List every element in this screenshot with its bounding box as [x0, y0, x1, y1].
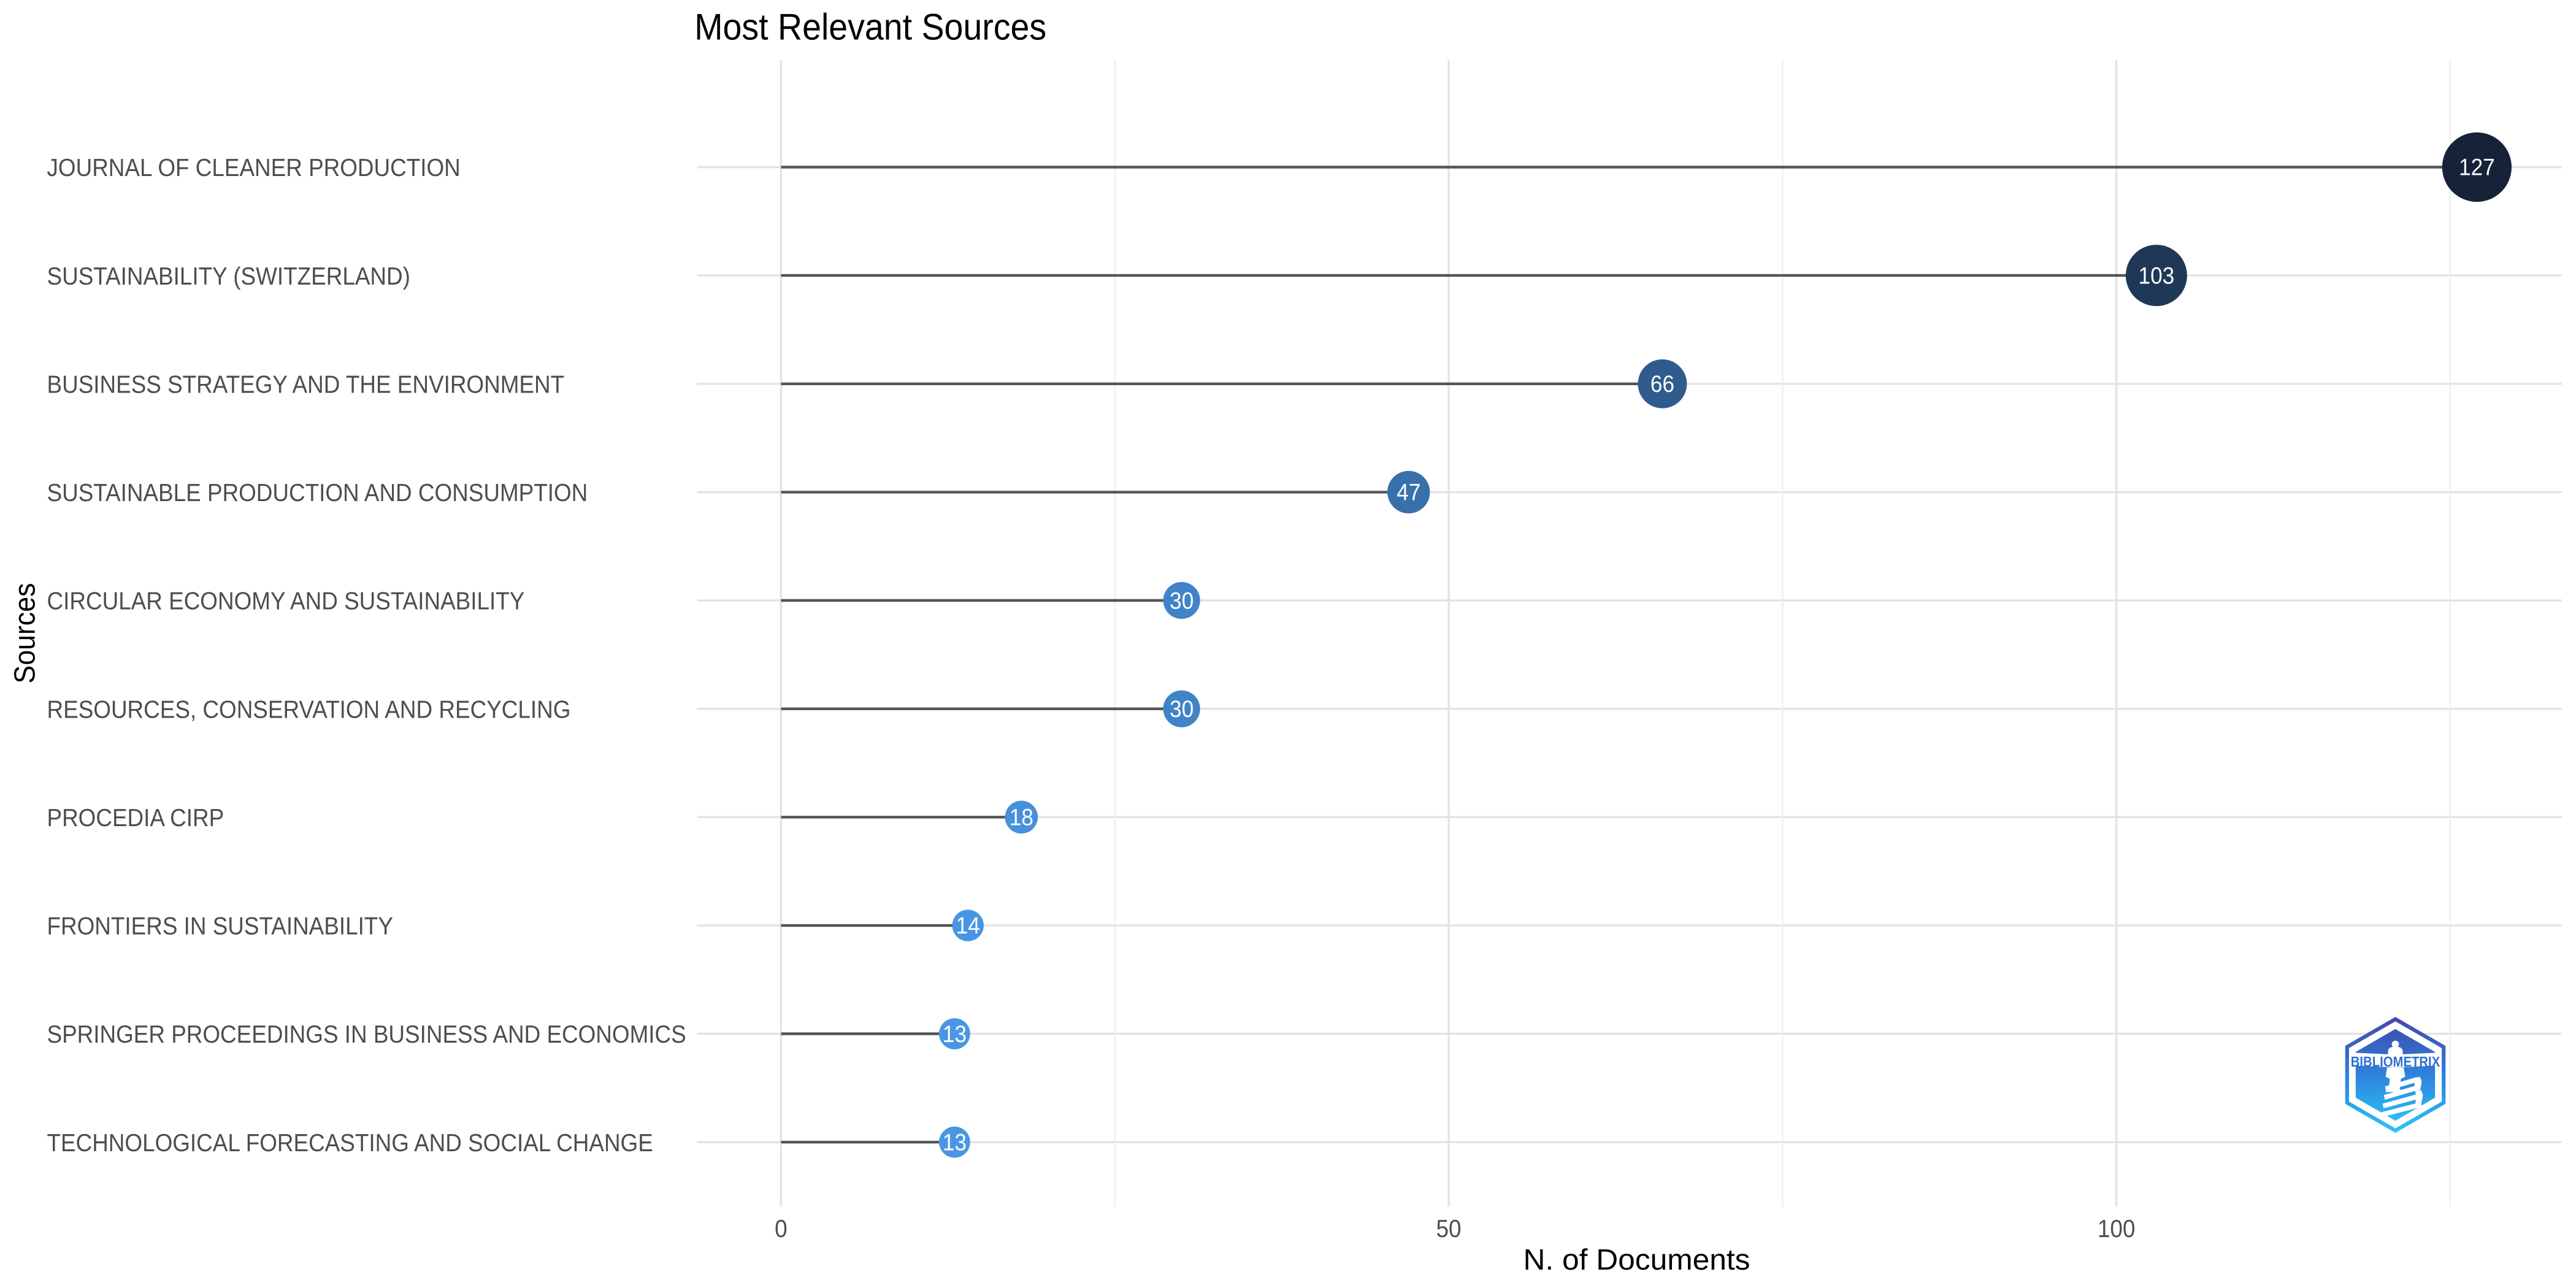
- svg-text:BIBLIOMETRIX: BIBLIOMETRIX: [2351, 1054, 2440, 1070]
- svg-text:127: 127: [2459, 155, 2495, 181]
- svg-text:TECHNOLOGICAL FORECASTING AND: TECHNOLOGICAL FORECASTING AND SOCIAL CHA…: [47, 1129, 653, 1157]
- svg-text:103: 103: [2139, 263, 2175, 289]
- svg-text:47: 47: [1397, 480, 1420, 506]
- svg-text:50: 50: [1436, 1214, 1462, 1243]
- svg-text:SUSTAINABILITY (SWITZERLAND): SUSTAINABILITY (SWITZERLAND): [47, 262, 410, 290]
- svg-text:JOURNAL OF CLEANER PRODUCTION: JOURNAL OF CLEANER PRODUCTION: [47, 153, 461, 182]
- svg-text:13: 13: [943, 1129, 967, 1156]
- svg-text:13: 13: [943, 1021, 967, 1048]
- svg-text:14: 14: [956, 913, 980, 939]
- svg-text:66: 66: [1650, 371, 1674, 397]
- svg-text:0: 0: [775, 1214, 788, 1243]
- svg-text:18: 18: [1010, 805, 1033, 831]
- svg-text:SUSTAINABLE PRODUCTION AND CON: SUSTAINABLE PRODUCTION AND CONSUMPTION: [47, 478, 588, 507]
- svg-text:BUSINESS STRATEGY AND THE ENVI: BUSINESS STRATEGY AND THE ENVIRONMENT: [47, 370, 565, 398]
- svg-text:FRONTIERS IN SUSTAINABILITY: FRONTIERS IN SUSTAINABILITY: [47, 912, 393, 940]
- svg-text:CIRCULAR ECONOMY AND SUSTAINAB: CIRCULAR ECONOMY AND SUSTAINABILITY: [47, 587, 525, 615]
- svg-text:SPRINGER PROCEEDINGS IN BUSINE: SPRINGER PROCEEDINGS IN BUSINESS AND ECO…: [47, 1020, 686, 1048]
- svg-text:30: 30: [1170, 696, 1194, 723]
- svg-text:Sources: Sources: [9, 583, 42, 684]
- svg-text:100: 100: [2098, 1214, 2136, 1243]
- svg-text:RESOURCES, CONSERVATION AND RE: RESOURCES, CONSERVATION AND RECYCLING: [47, 695, 571, 723]
- svg-text:30: 30: [1170, 588, 1194, 614]
- svg-text:PROCEDIA CIRP: PROCEDIA CIRP: [47, 803, 224, 832]
- svg-text:Most Relevant Sources: Most Relevant Sources: [694, 6, 1046, 48]
- svg-text:N. of Documents: N. of Documents: [1524, 1244, 1750, 1276]
